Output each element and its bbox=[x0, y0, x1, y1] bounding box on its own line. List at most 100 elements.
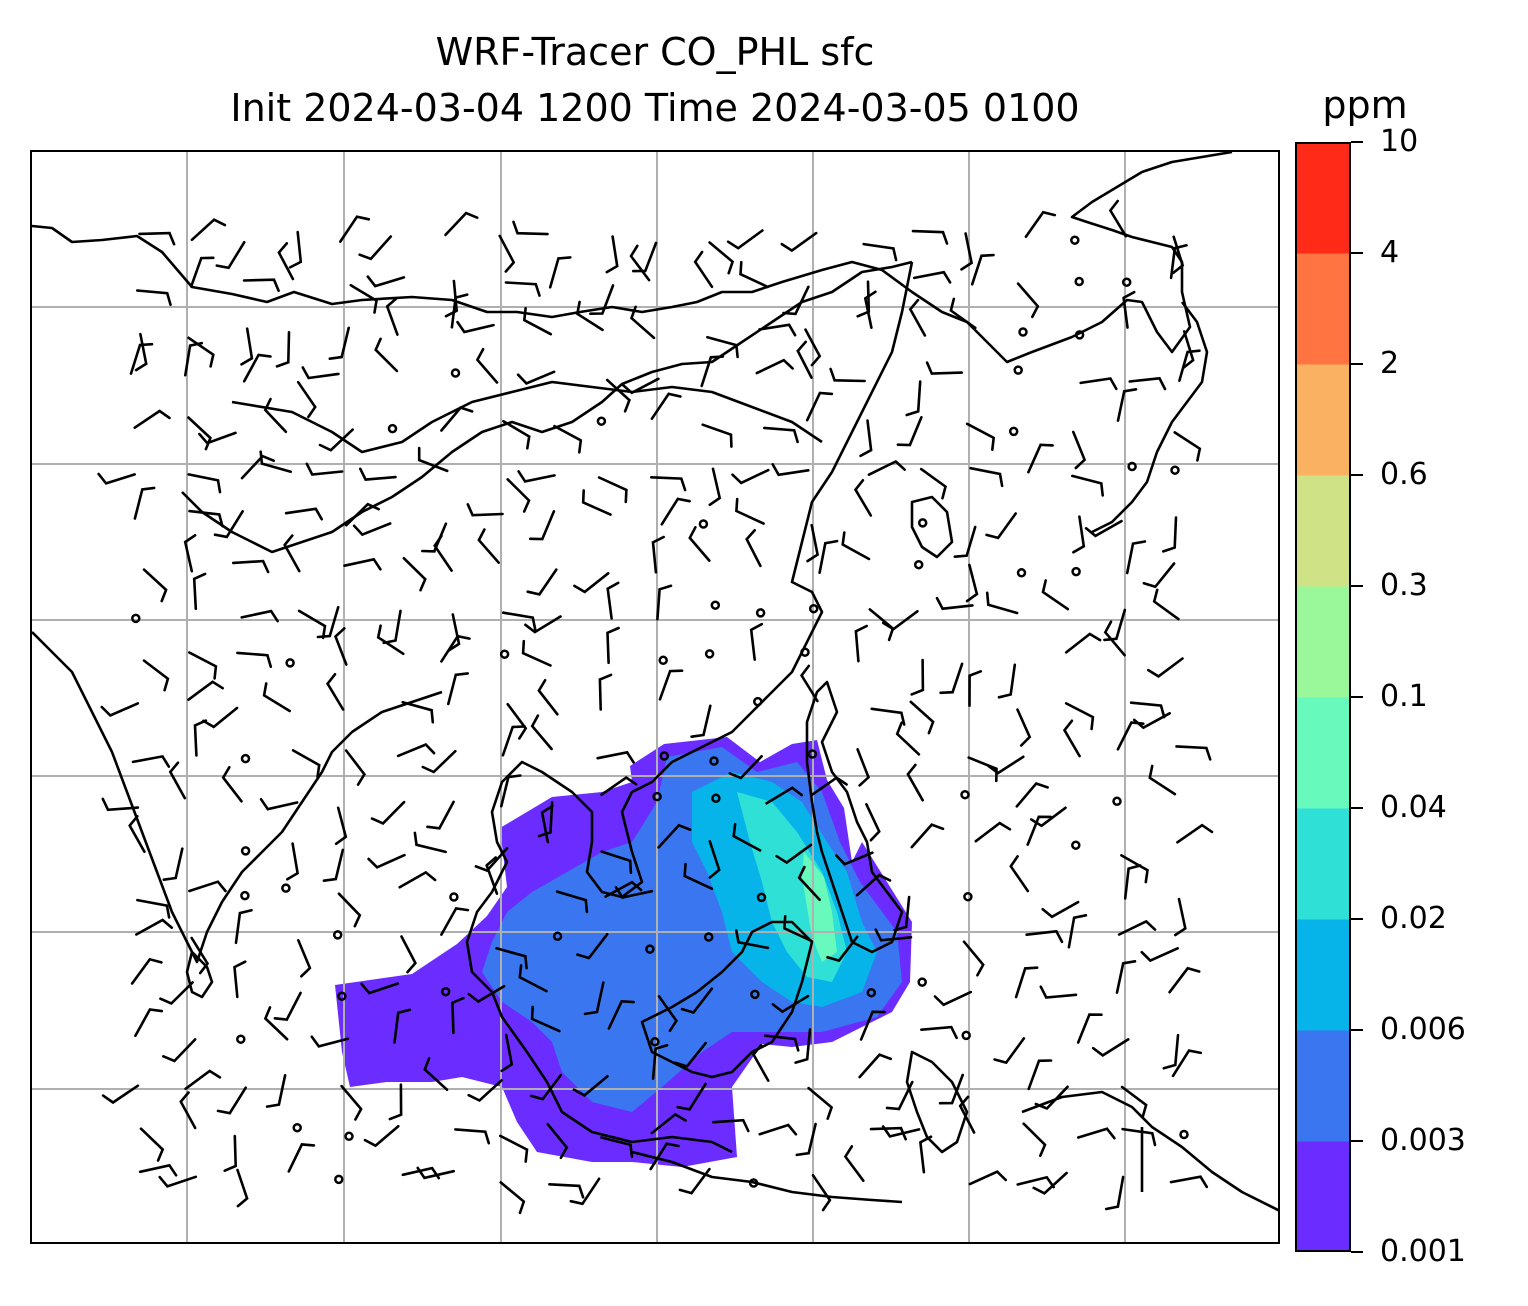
wind-barb bbox=[393, 1008, 412, 1044]
calm-wind-marker bbox=[131, 613, 141, 624]
coast-srilanka bbox=[185, 950, 214, 999]
calm-wind-marker bbox=[1127, 461, 1137, 472]
wind-barb bbox=[524, 615, 562, 634]
wind-barb bbox=[1115, 960, 1137, 994]
wind-barb bbox=[1128, 376, 1167, 391]
wind-barb bbox=[213, 510, 244, 539]
wind-barb bbox=[1071, 474, 1104, 497]
wind-barb bbox=[548, 1183, 585, 1199]
wind-barb bbox=[598, 673, 613, 711]
colorbar-tick-label: 0.3 bbox=[1380, 568, 1428, 603]
wind-barb bbox=[440, 906, 470, 936]
wind-barb bbox=[553, 424, 583, 454]
wind-barb bbox=[158, 1175, 198, 1188]
wind-barb bbox=[1172, 235, 1185, 275]
wind-barb bbox=[1182, 330, 1195, 369]
colorbar-tick-label: 0.6 bbox=[1380, 457, 1428, 492]
wind-barb bbox=[198, 431, 237, 445]
wind-barb bbox=[905, 380, 922, 417]
wind-barb bbox=[367, 853, 406, 869]
wind-barb bbox=[416, 1166, 455, 1180]
map-panel[interactable] bbox=[30, 150, 1280, 1244]
colorbar-tick-label: 0.02 bbox=[1380, 901, 1447, 936]
wind-barb bbox=[881, 610, 919, 631]
wind-barb bbox=[366, 275, 406, 288]
wind-barb bbox=[440, 406, 474, 432]
tracer-concentration-field bbox=[335, 737, 912, 1167]
wind-barb bbox=[749, 622, 764, 661]
wind-barb bbox=[297, 939, 312, 978]
calm-wind-marker bbox=[337, 991, 347, 1001]
wind-barb bbox=[1064, 632, 1102, 654]
wind-barb bbox=[291, 749, 321, 779]
wind-barb bbox=[396, 742, 436, 758]
wind-barb bbox=[537, 801, 554, 838]
wind-barb bbox=[345, 502, 380, 527]
wind-barb bbox=[576, 933, 609, 960]
wind-barb bbox=[869, 1126, 907, 1141]
colorbar-band bbox=[1295, 919, 1351, 1031]
wind-barb bbox=[456, 320, 495, 334]
wind-barb bbox=[706, 335, 739, 359]
wind-barb bbox=[322, 848, 345, 882]
wind-barb bbox=[530, 714, 553, 751]
wind-barb bbox=[700, 355, 725, 388]
wind-barb bbox=[651, 535, 665, 574]
wind-barb bbox=[680, 987, 714, 1014]
wind-barb bbox=[1171, 1049, 1203, 1078]
wind-barb bbox=[401, 700, 435, 724]
wind-barb bbox=[242, 353, 272, 383]
wind-barb bbox=[382, 609, 402, 645]
wind-barb bbox=[1084, 519, 1123, 538]
wind-barb bbox=[1030, 806, 1067, 828]
wind-barb bbox=[234, 908, 253, 945]
wind-barb bbox=[909, 700, 935, 735]
wind-barb bbox=[967, 756, 998, 783]
coast-korea bbox=[910, 495, 954, 559]
wind-barb bbox=[388, 1083, 403, 1121]
wind-barb bbox=[223, 1134, 238, 1172]
wind-barb bbox=[1148, 764, 1177, 796]
wind-barb bbox=[518, 964, 548, 993]
wind-barb bbox=[168, 761, 187, 800]
wind-barb bbox=[1024, 210, 1057, 238]
wind-barb bbox=[589, 284, 615, 315]
wind-barb bbox=[262, 682, 291, 713]
wind-barb bbox=[581, 489, 612, 516]
coast-java bbox=[631, 1150, 903, 1204]
wind-barb bbox=[477, 528, 500, 564]
wind-barb bbox=[1067, 914, 1088, 949]
colorbar-tick-label: 0.001 bbox=[1380, 1234, 1466, 1269]
wind-barb bbox=[499, 1134, 529, 1163]
wind-barb bbox=[960, 232, 974, 271]
wind-barb bbox=[529, 510, 556, 541]
calm-wind-marker bbox=[652, 791, 662, 802]
wind-barb bbox=[765, 786, 804, 805]
wind-barb bbox=[1132, 712, 1171, 730]
wind-barb bbox=[138, 231, 176, 246]
wind-barb bbox=[1072, 515, 1086, 554]
calm-wind-marker bbox=[650, 1037, 660, 1047]
wind-barb bbox=[305, 462, 344, 476]
colorbar-tick-mark bbox=[1351, 696, 1363, 698]
wind-barb bbox=[658, 669, 684, 701]
wind-barb bbox=[987, 755, 1025, 775]
wind-barb bbox=[810, 776, 848, 797]
wind-barb bbox=[1123, 864, 1142, 900]
colorbar-tick-label: 2 bbox=[1380, 346, 1400, 381]
wind-barb bbox=[495, 947, 528, 970]
coast-borneo bbox=[640, 920, 814, 1079]
wind-barb bbox=[731, 468, 770, 485]
wind-barb bbox=[605, 378, 631, 413]
calm-wind-marker bbox=[755, 608, 766, 618]
calm-wind-marker bbox=[698, 519, 709, 529]
wind-barb bbox=[867, 459, 906, 476]
calm-wind-marker bbox=[917, 977, 927, 987]
wind-barb bbox=[804, 328, 822, 367]
wind-barb bbox=[187, 680, 224, 701]
wind-barb bbox=[1026, 815, 1053, 846]
wind-barb bbox=[910, 823, 945, 849]
wind-barb bbox=[678, 1167, 711, 1195]
wind-barb bbox=[265, 1074, 287, 1108]
wind-barb bbox=[805, 391, 834, 422]
